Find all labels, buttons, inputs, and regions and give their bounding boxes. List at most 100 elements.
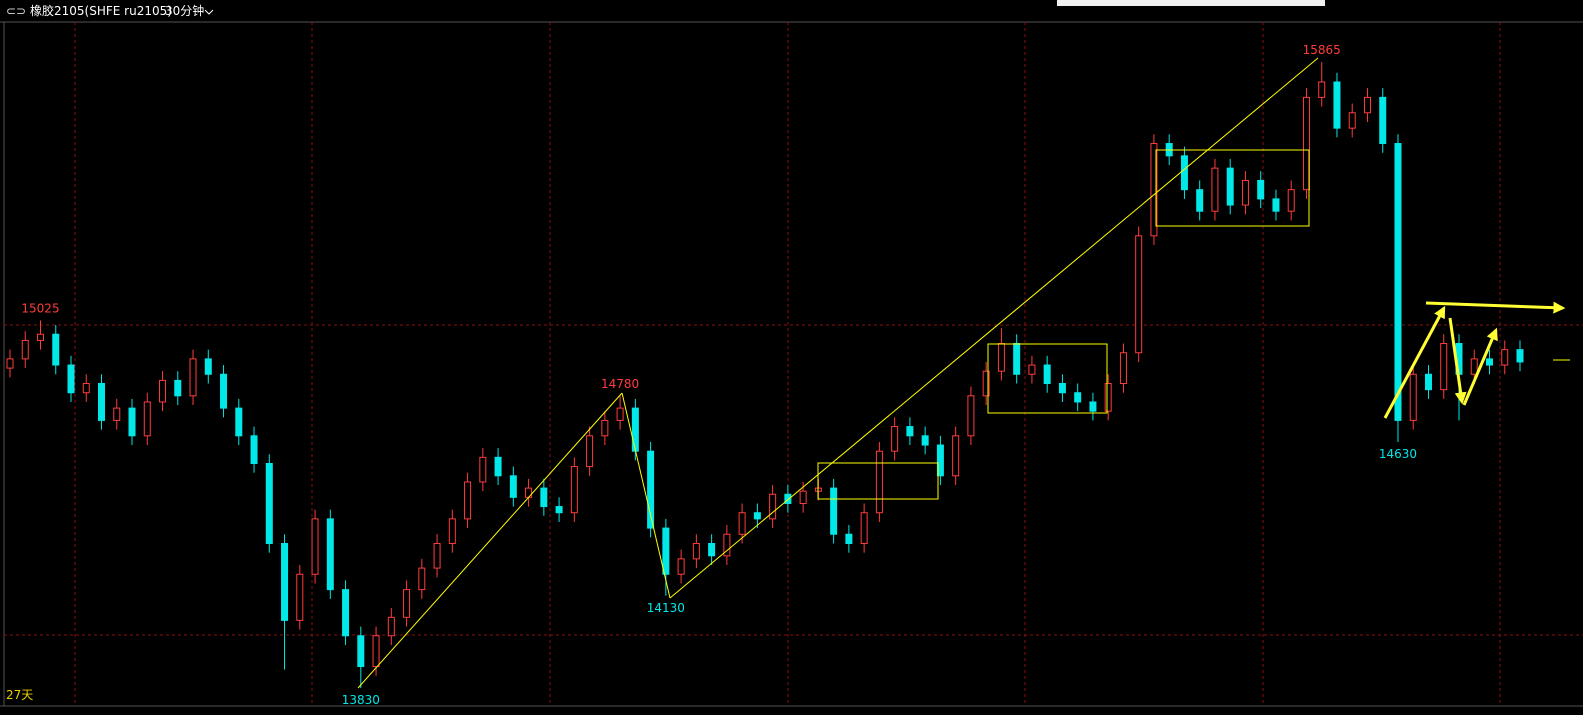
candle-body bbox=[418, 567, 426, 591]
candle-body bbox=[1196, 189, 1204, 212]
candle-body bbox=[1470, 358, 1478, 375]
candle-body bbox=[1287, 189, 1295, 212]
candle-body bbox=[677, 558, 685, 575]
candle-body bbox=[143, 401, 151, 437]
range-box bbox=[817, 462, 939, 500]
candle-body bbox=[906, 426, 914, 437]
candle-body bbox=[21, 339, 29, 360]
candle-body bbox=[403, 589, 411, 618]
candle-body bbox=[1028, 364, 1036, 375]
candle-body bbox=[830, 487, 838, 535]
candle-body bbox=[174, 379, 182, 397]
candle-body bbox=[448, 518, 456, 544]
candle-body bbox=[616, 407, 624, 421]
candle-body bbox=[1318, 81, 1326, 98]
candle-body bbox=[235, 407, 243, 437]
candle-body bbox=[98, 382, 106, 421]
candle-body bbox=[128, 407, 136, 437]
candle-body bbox=[647, 450, 655, 529]
candle-body bbox=[37, 333, 45, 341]
candle-body bbox=[570, 466, 578, 514]
candle-body bbox=[982, 370, 990, 397]
candle-body bbox=[952, 435, 960, 477]
candle-body bbox=[891, 426, 899, 452]
low-label: 14130 bbox=[647, 601, 685, 615]
candle-body bbox=[1257, 179, 1265, 200]
low-label: 14630 bbox=[1379, 447, 1417, 461]
candle-body bbox=[540, 487, 548, 508]
candle-body bbox=[1013, 343, 1021, 375]
candle-body bbox=[997, 343, 1005, 372]
candle-body bbox=[555, 506, 563, 514]
candle-body bbox=[6, 358, 14, 369]
candle-body bbox=[1119, 352, 1127, 384]
candle-body bbox=[494, 456, 502, 477]
candle-body bbox=[631, 407, 639, 452]
candle-body bbox=[845, 533, 853, 544]
candle-body bbox=[1272, 198, 1280, 212]
high-label: 15025 bbox=[21, 301, 59, 315]
arrow bbox=[1383, 305, 1446, 419]
candle-body bbox=[1409, 373, 1417, 421]
candle-body bbox=[875, 450, 883, 514]
candle-body bbox=[159, 379, 167, 403]
candle-body bbox=[1074, 392, 1082, 403]
candle-body bbox=[372, 635, 380, 668]
period-dropdown[interactable] bbox=[204, 9, 214, 15]
trend-line bbox=[621, 392, 671, 599]
candle-body bbox=[357, 635, 365, 668]
range-box bbox=[987, 343, 1108, 414]
arrow bbox=[1448, 317, 1467, 405]
candle-body bbox=[525, 487, 533, 498]
candle-body bbox=[113, 407, 121, 421]
candle-body bbox=[342, 589, 350, 637]
candle-body bbox=[1150, 143, 1158, 237]
candle-body bbox=[1485, 358, 1493, 366]
symbol-title[interactable]: 橡胶2105(SHFE ru2105) bbox=[30, 3, 172, 18]
candle-body bbox=[936, 444, 944, 477]
candle-body bbox=[723, 533, 731, 557]
trend-line bbox=[669, 57, 1319, 599]
candle-body bbox=[311, 518, 319, 575]
grid bbox=[4, 22, 1583, 706]
candle-body bbox=[1104, 382, 1112, 412]
candle-body bbox=[1394, 143, 1402, 421]
high-label: 14780 bbox=[601, 377, 639, 391]
candle-body bbox=[1363, 96, 1371, 114]
range-box bbox=[1155, 149, 1310, 227]
candle-body bbox=[1089, 401, 1097, 412]
toolbar-panel bbox=[1057, 0, 1325, 6]
high-label: 15865 bbox=[1303, 43, 1341, 57]
candle-body bbox=[692, 542, 700, 560]
candle-body bbox=[479, 456, 487, 483]
candle-body bbox=[601, 419, 609, 437]
candle-body bbox=[1211, 167, 1219, 212]
link-icon[interactable]: ⊂⊃ bbox=[6, 4, 26, 18]
candle-body bbox=[1424, 373, 1432, 391]
candle-body bbox=[281, 542, 289, 621]
candle-body bbox=[52, 333, 60, 366]
candle-body bbox=[784, 493, 792, 504]
candle-body bbox=[1379, 96, 1387, 145]
candle-body bbox=[250, 435, 258, 464]
candle-body bbox=[708, 542, 716, 557]
candle-body bbox=[1516, 349, 1524, 363]
arrow bbox=[1425, 301, 1566, 314]
candle-body bbox=[860, 512, 868, 544]
candle-body bbox=[1058, 382, 1066, 394]
candle-body bbox=[1226, 167, 1234, 206]
period[interactable]: 30分钟 bbox=[165, 3, 204, 18]
candle-body bbox=[220, 373, 228, 409]
candle-body bbox=[67, 364, 75, 394]
candle-body bbox=[921, 435, 929, 446]
candle-body bbox=[1043, 364, 1051, 384]
candle-body bbox=[738, 512, 746, 535]
candle-body bbox=[1241, 179, 1249, 206]
candle-body bbox=[1348, 112, 1356, 129]
candle-body bbox=[265, 462, 273, 544]
arrow bbox=[1462, 327, 1498, 406]
candle-body bbox=[82, 382, 90, 394]
